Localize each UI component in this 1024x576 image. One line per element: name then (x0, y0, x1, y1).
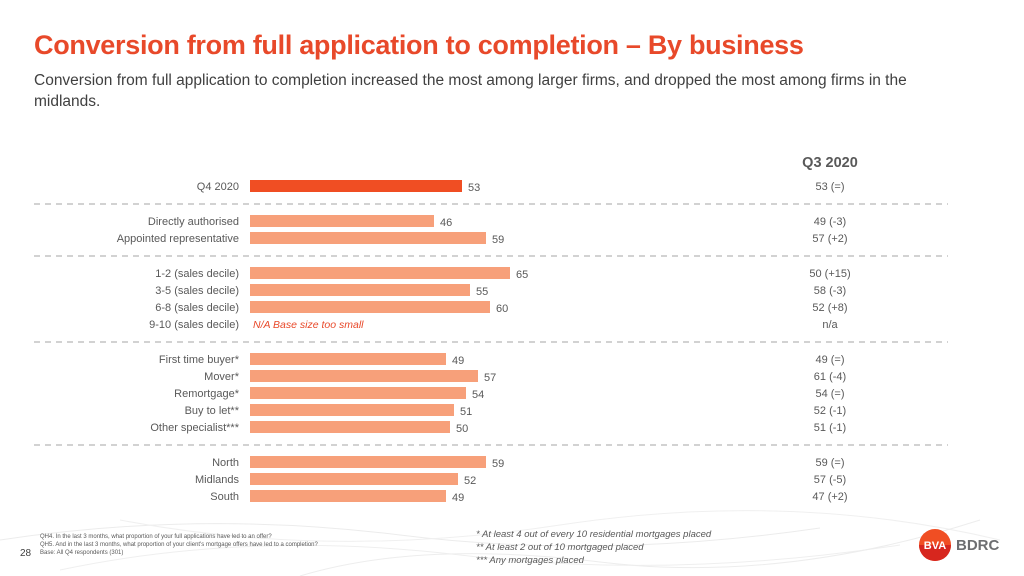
page-number: 28 (20, 548, 32, 559)
comparison-value: n/a (822, 319, 838, 331)
bar (250, 370, 478, 382)
row-label: Directly authorised (148, 216, 239, 228)
footnote-question-2: QH5. And in the last 3 months, what prop… (40, 542, 318, 548)
bar-value-label: 60 (496, 303, 508, 315)
comparison-value: 49 (-3) (814, 216, 846, 228)
bar (250, 421, 450, 433)
bar (250, 473, 458, 485)
row-label: Buy to let** (185, 405, 240, 417)
row-label: Appointed representative (117, 233, 239, 245)
na-label: N/A Base size too small (253, 319, 364, 331)
question-footnotes: QH4. In the last 3 months, what proporti… (40, 533, 318, 557)
bar (250, 490, 446, 502)
bar-value-label: 49 (452, 355, 464, 367)
bar (250, 353, 446, 365)
asterisk-notes: * At least 4 out of every 10 residential… (476, 528, 711, 567)
row-label: First time buyer* (159, 354, 240, 366)
bar (250, 232, 486, 244)
bar-value-label: 46 (440, 217, 452, 229)
footnote-base: Base: All Q4 respondents (301) (40, 550, 124, 556)
row-label: 3-5 (sales decile) (155, 285, 239, 297)
logo-bva-text: BVA (924, 540, 946, 552)
bar-value-label: 52 (464, 475, 476, 487)
row-label: North (212, 457, 239, 469)
logo-bdrc-text: BDRC (956, 537, 999, 554)
comparison-value: 52 (-1) (814, 405, 846, 417)
bar (250, 404, 454, 416)
comparison-value: 52 (+8) (812, 302, 847, 314)
row-label: Remortgage* (174, 388, 240, 400)
bar-value-label: 49 (452, 492, 464, 504)
bva-bdrc-logo: BVA BDRC (919, 529, 999, 561)
bar (250, 284, 470, 296)
comparison-value: 51 (-1) (814, 422, 846, 434)
comparison-value: 54 (=) (815, 388, 844, 400)
bar-value-label: 57 (484, 372, 496, 384)
asterisk-note-3: *** Any mortgages placed (476, 555, 584, 566)
row-label: 1-2 (sales decile) (155, 268, 239, 280)
comparison-column-header: Q3 2020 (802, 155, 858, 171)
row-label: 6-8 (sales decile) (155, 302, 239, 314)
bar-value-label: 55 (476, 286, 488, 298)
comparison-value: 59 (=) (815, 457, 844, 469)
comparison-value: 50 (+15) (809, 268, 850, 280)
bar (250, 456, 486, 468)
page-subtitle: Conversion from full application to comp… (34, 72, 907, 110)
comparison-value: 57 (-5) (814, 474, 846, 486)
comparison-value: 61 (-4) (814, 371, 846, 383)
row-label: Mover* (204, 371, 240, 383)
row-label: Other specialist*** (150, 422, 239, 434)
comparison-value: 58 (-3) (814, 285, 846, 297)
bar (250, 387, 466, 399)
bar-value-label: 50 (456, 423, 468, 435)
decorative-background-lines (0, 510, 1001, 576)
bar-value-label: 59 (492, 458, 504, 470)
row-label: 9-10 (sales decile) (149, 319, 239, 331)
bar-value-label: 51 (460, 406, 472, 418)
row-label: South (210, 491, 239, 503)
bar (250, 180, 462, 192)
bar-value-label: 54 (472, 389, 484, 401)
page-title: Conversion from full application to comp… (34, 30, 804, 60)
bar-value-label: 59 (492, 234, 504, 246)
row-label: Midlands (195, 474, 240, 486)
bar (250, 301, 490, 313)
bar (250, 267, 510, 279)
bar-value-label: 65 (516, 269, 528, 281)
comparison-value: 49 (=) (815, 354, 844, 366)
footnote-question-1: QH4. In the last 3 months, what proporti… (40, 534, 272, 540)
comparison-value: 47 (+2) (812, 491, 847, 503)
comparison-value: 57 (+2) (812, 233, 847, 245)
bar-value-label: 53 (468, 182, 480, 194)
bar (250, 215, 434, 227)
row-label: Q4 2020 (197, 181, 239, 193)
comparison-value: 53 (=) (815, 181, 844, 193)
asterisk-note-1: * At least 4 out of every 10 residential… (476, 529, 712, 540)
asterisk-note-2: ** At least 2 out of 10 mortgaged placed (476, 542, 644, 553)
